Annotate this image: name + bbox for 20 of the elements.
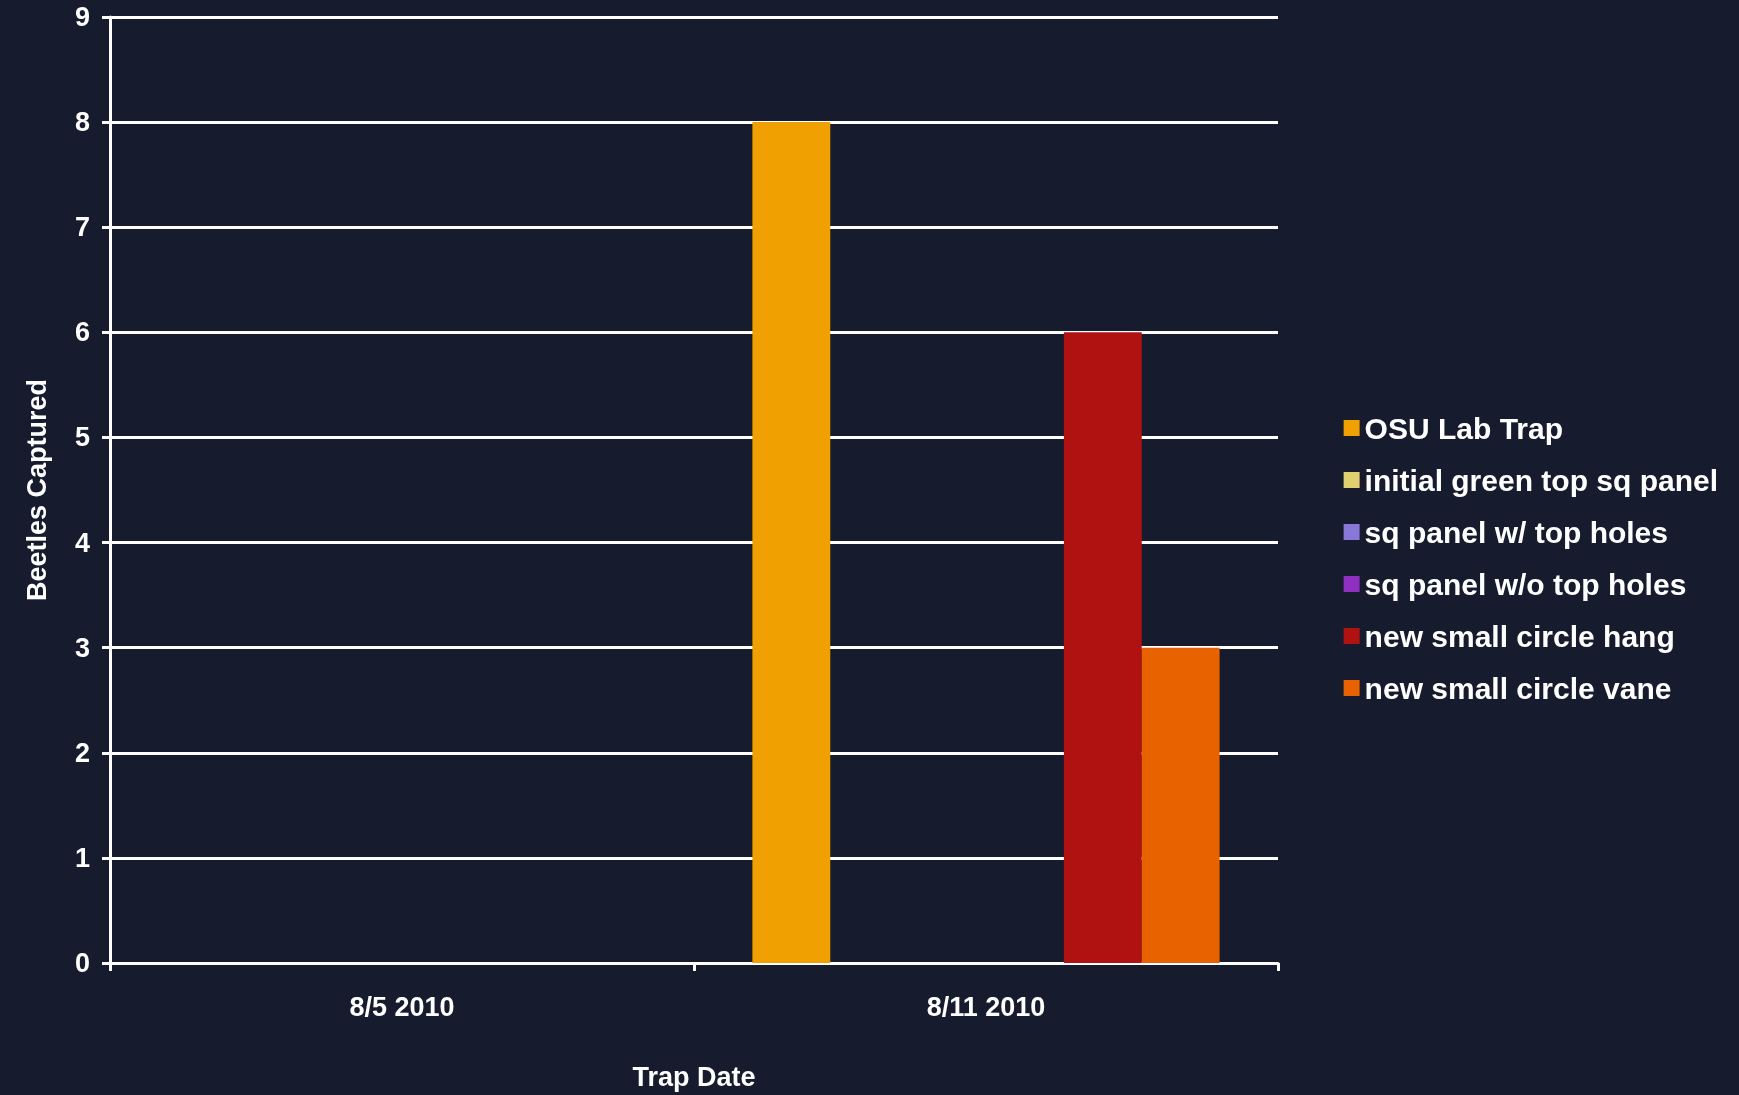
x-tick-label: 8/5 2010	[349, 991, 455, 1022]
legend-label: sq panel w/o top holes	[1364, 567, 1687, 601]
y-axis-title: Beetles Captured	[21, 378, 52, 602]
legend-label: new small circle hang	[1364, 619, 1675, 653]
y-tick-label: 5	[74, 422, 90, 453]
legend-label: OSU Lab Trap	[1364, 411, 1563, 445]
y-tick-label: 3	[74, 632, 90, 663]
y-tick-label: 8	[74, 107, 90, 138]
legend-label: initial green top sq panel	[1364, 463, 1719, 497]
y-tick-label: 4	[74, 527, 90, 558]
y-tick-label: 2	[74, 737, 90, 768]
y-tick-label: 1	[74, 842, 90, 873]
x-tick-label: 8/11 2010	[926, 991, 1046, 1022]
y-tick-label: 0	[74, 948, 90, 978]
legend-label: new small circle vane	[1364, 671, 1672, 705]
y-tick-label: 9	[74, 2, 90, 32]
legend-label: sq panel w/ top holes	[1364, 515, 1668, 549]
y-tick-label: 6	[74, 317, 90, 348]
y-tick-label: 7	[74, 212, 90, 243]
x-axis-title: Trap Date	[632, 1061, 756, 1092]
